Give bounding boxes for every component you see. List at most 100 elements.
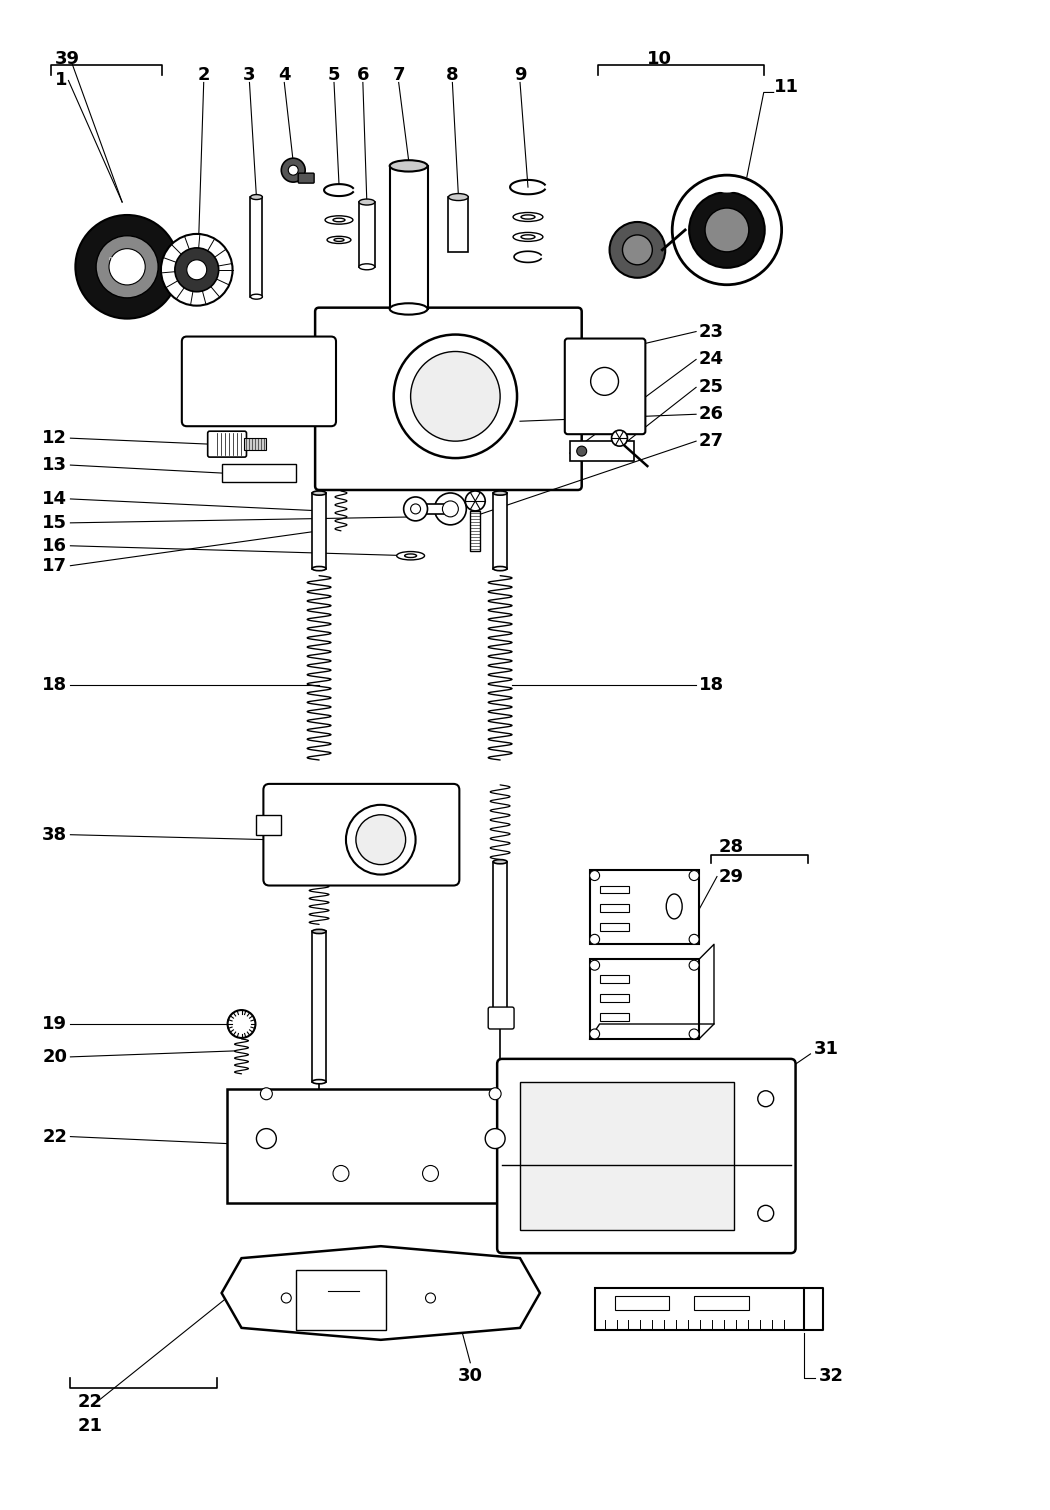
Bar — [245, 438, 267, 450]
FancyBboxPatch shape — [565, 338, 646, 435]
Circle shape — [689, 192, 764, 267]
Circle shape — [672, 175, 781, 285]
Text: 1: 1 — [55, 71, 67, 89]
Circle shape — [411, 504, 421, 513]
Text: 39: 39 — [55, 50, 80, 68]
Circle shape — [411, 352, 500, 441]
Circle shape — [591, 367, 618, 396]
Bar — [600, 975, 629, 983]
Bar — [594, 1288, 803, 1330]
Bar — [227, 1089, 534, 1203]
Circle shape — [623, 236, 652, 264]
Ellipse shape — [494, 859, 507, 864]
Circle shape — [590, 871, 600, 880]
Bar — [256, 815, 281, 835]
Text: 6: 6 — [357, 65, 370, 83]
Text: 22: 22 — [78, 1392, 103, 1410]
Circle shape — [161, 234, 232, 305]
Ellipse shape — [513, 233, 543, 242]
Ellipse shape — [326, 216, 353, 223]
Circle shape — [256, 1128, 276, 1149]
Ellipse shape — [251, 195, 262, 199]
Ellipse shape — [494, 491, 507, 495]
Ellipse shape — [312, 566, 327, 571]
Text: ►: ► — [123, 269, 128, 275]
Circle shape — [345, 805, 416, 874]
Circle shape — [758, 1090, 774, 1107]
Text: 21: 21 — [78, 1416, 103, 1434]
Ellipse shape — [390, 160, 427, 172]
Bar — [600, 1013, 629, 1021]
Circle shape — [442, 501, 459, 516]
Ellipse shape — [404, 554, 417, 557]
Bar — [590, 959, 699, 1039]
Bar — [520, 1081, 734, 1231]
Text: 29: 29 — [719, 868, 744, 885]
Text: 10: 10 — [647, 50, 672, 68]
Bar — [296, 1270, 385, 1330]
Circle shape — [689, 960, 699, 971]
Circle shape — [109, 249, 145, 285]
Circle shape — [289, 165, 298, 175]
Text: 13: 13 — [42, 456, 67, 474]
Text: 38: 38 — [42, 826, 67, 844]
Circle shape — [465, 491, 485, 510]
Circle shape — [97, 236, 159, 297]
Ellipse shape — [494, 1010, 507, 1015]
Circle shape — [422, 1166, 439, 1181]
Bar — [448, 198, 468, 252]
Text: 25: 25 — [699, 379, 724, 396]
FancyBboxPatch shape — [488, 1007, 514, 1028]
Bar — [694, 1296, 749, 1311]
Bar — [470, 510, 480, 551]
Text: 15: 15 — [42, 513, 67, 532]
Text: 17: 17 — [42, 557, 67, 575]
Bar — [416, 504, 450, 513]
Polygon shape — [222, 1246, 540, 1339]
Ellipse shape — [251, 294, 262, 299]
Circle shape — [689, 935, 699, 944]
Circle shape — [333, 1166, 349, 1181]
Text: 26: 26 — [699, 405, 724, 423]
Text: 9: 9 — [513, 65, 526, 83]
Circle shape — [489, 1087, 501, 1099]
Bar — [570, 441, 634, 461]
Ellipse shape — [494, 566, 507, 571]
Text: 11: 11 — [774, 79, 799, 97]
Text: 18: 18 — [699, 676, 724, 695]
Ellipse shape — [397, 551, 424, 560]
Circle shape — [689, 1028, 699, 1039]
Text: 28: 28 — [719, 838, 744, 856]
Ellipse shape — [390, 304, 427, 314]
Circle shape — [435, 492, 466, 525]
Circle shape — [425, 1293, 436, 1303]
Text: 2: 2 — [197, 65, 210, 83]
Text: 31: 31 — [814, 1040, 839, 1059]
Ellipse shape — [521, 236, 534, 239]
Ellipse shape — [359, 199, 375, 205]
Circle shape — [610, 222, 666, 278]
Ellipse shape — [312, 491, 327, 495]
Bar — [251, 198, 262, 296]
Bar — [222, 464, 296, 482]
Text: metabo: metabo — [108, 257, 130, 261]
Ellipse shape — [333, 217, 345, 222]
Ellipse shape — [359, 264, 375, 270]
Ellipse shape — [667, 894, 682, 920]
Text: 24: 24 — [699, 350, 724, 368]
Bar — [600, 885, 629, 894]
Text: 3: 3 — [244, 65, 256, 83]
Circle shape — [758, 1205, 774, 1222]
Bar — [312, 494, 327, 569]
Ellipse shape — [448, 193, 468, 201]
Circle shape — [705, 208, 749, 252]
Ellipse shape — [312, 929, 327, 933]
Ellipse shape — [712, 178, 742, 193]
Circle shape — [611, 430, 628, 445]
FancyBboxPatch shape — [208, 432, 247, 458]
Circle shape — [356, 815, 405, 865]
Circle shape — [281, 1293, 291, 1303]
Text: 16: 16 — [42, 536, 67, 554]
Bar — [590, 870, 699, 944]
Text: 12: 12 — [42, 429, 67, 447]
